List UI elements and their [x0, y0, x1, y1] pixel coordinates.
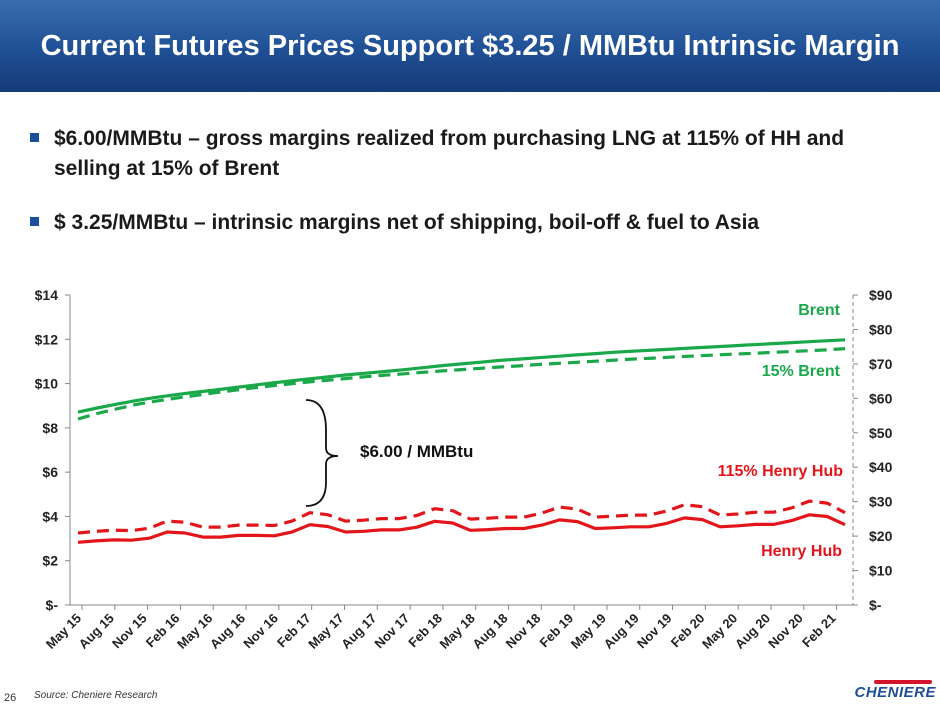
source-note: Source: Cheniere Research	[34, 690, 158, 701]
x-axis-tick-label: Aug 19	[601, 611, 642, 652]
bullet-square-icon	[30, 133, 39, 142]
x-axis-tick-label: Feb 21	[799, 611, 839, 651]
x-axis-tick-label: May 20	[699, 611, 740, 652]
curly-brace-icon	[305, 399, 339, 507]
x-axis-tick-label: Aug 16	[207, 611, 248, 652]
page-title: Current Futures Prices Support $3.25 / M…	[40, 30, 900, 62]
x-axis-tick-label: Nov 15	[109, 611, 150, 652]
x-axis-tick-label: May 19	[568, 611, 609, 652]
left-axis-tick-label: $12	[35, 331, 59, 347]
bullet-text: $6.00/MMBtu – gross margins realized fro…	[54, 127, 845, 180]
bullet-item: $6.00/MMBtu – gross margins realized fro…	[30, 124, 910, 184]
bullet-square-icon	[30, 217, 39, 226]
x-axis-tick-label: Nov 17	[371, 611, 412, 652]
cheniere-logo: CHENIERE	[854, 684, 936, 701]
bullet-text: $ 3.25/MMBtu – intrinsic margins net of …	[54, 211, 760, 234]
series-line-115-henry-hub	[77, 499, 846, 535]
series-label: Brent	[798, 302, 840, 319]
x-axis-tick-label: Aug 18	[469, 611, 510, 652]
x-axis-tick-label: Aug 17	[338, 611, 379, 652]
left-axis-tick-label: $8	[42, 420, 58, 436]
left-axis-tick-label: $-	[46, 597, 59, 613]
series-line-henry-hub	[77, 513, 846, 544]
logo-swoosh-icon	[874, 680, 932, 684]
x-axis-tick-label: May 18	[437, 611, 478, 652]
right-axis-tick-label: $40	[869, 459, 893, 475]
x-axis-tick-label: Nov 20	[765, 611, 806, 652]
left-axis-tick-label: $14	[35, 287, 59, 303]
x-axis-tick-label: May 15	[43, 611, 84, 652]
right-axis-tick-label: $50	[869, 425, 893, 441]
left-axis-tick-label: $6	[42, 464, 58, 480]
x-axis-tick-label: Nov 19	[634, 611, 675, 652]
series-label: Henry Hub	[761, 543, 842, 560]
series-label: 115% Henry Hub	[718, 463, 844, 480]
x-axis-tick-label: Aug 20	[732, 611, 773, 652]
right-axis-tick-label: $30	[869, 494, 893, 510]
right-axis-tick-label: $90	[869, 287, 893, 303]
right-axis-tick-label: $10	[869, 563, 893, 579]
bullet-list: $6.00/MMBtu – gross margins realized fro…	[30, 124, 910, 262]
page-number: 26	[4, 692, 17, 704]
right-axis-tick-label: $60	[869, 390, 893, 406]
left-axis-tick-label: $2	[42, 553, 58, 569]
x-axis-tick-label: May 16	[174, 611, 215, 652]
price-chart: $- $2 $4 $6 $8 $10 $12 $14 $- $10 $20 $30 $40 $50 $60 $…	[35, 287, 893, 652]
x-axis-tick-label: May 17	[305, 611, 346, 652]
series-line-15-brent	[77, 347, 846, 421]
x-axis-tick-label: Nov 16	[240, 611, 281, 652]
x-axis-tick-label: Nov 18	[503, 611, 544, 652]
left-axis-tick-label: $4	[42, 508, 58, 524]
series-line-brent	[77, 338, 846, 414]
right-axis-tick-label: $20	[869, 528, 893, 544]
x-axis-tick-label: Aug 15	[76, 611, 117, 652]
right-axis-tick-label: $-	[869, 597, 882, 613]
bullet-item: $ 3.25/MMBtu – intrinsic margins net of …	[30, 208, 910, 238]
title-bar	[0, 0, 940, 92]
right-axis-tick-label: $80	[869, 321, 893, 337]
margin-annotation: $6.00 / MMBtu	[360, 442, 473, 461]
left-axis-tick-label: $10	[35, 376, 59, 392]
series-label: 15% Brent	[762, 363, 841, 380]
right-axis-tick-label: $70	[869, 356, 893, 372]
